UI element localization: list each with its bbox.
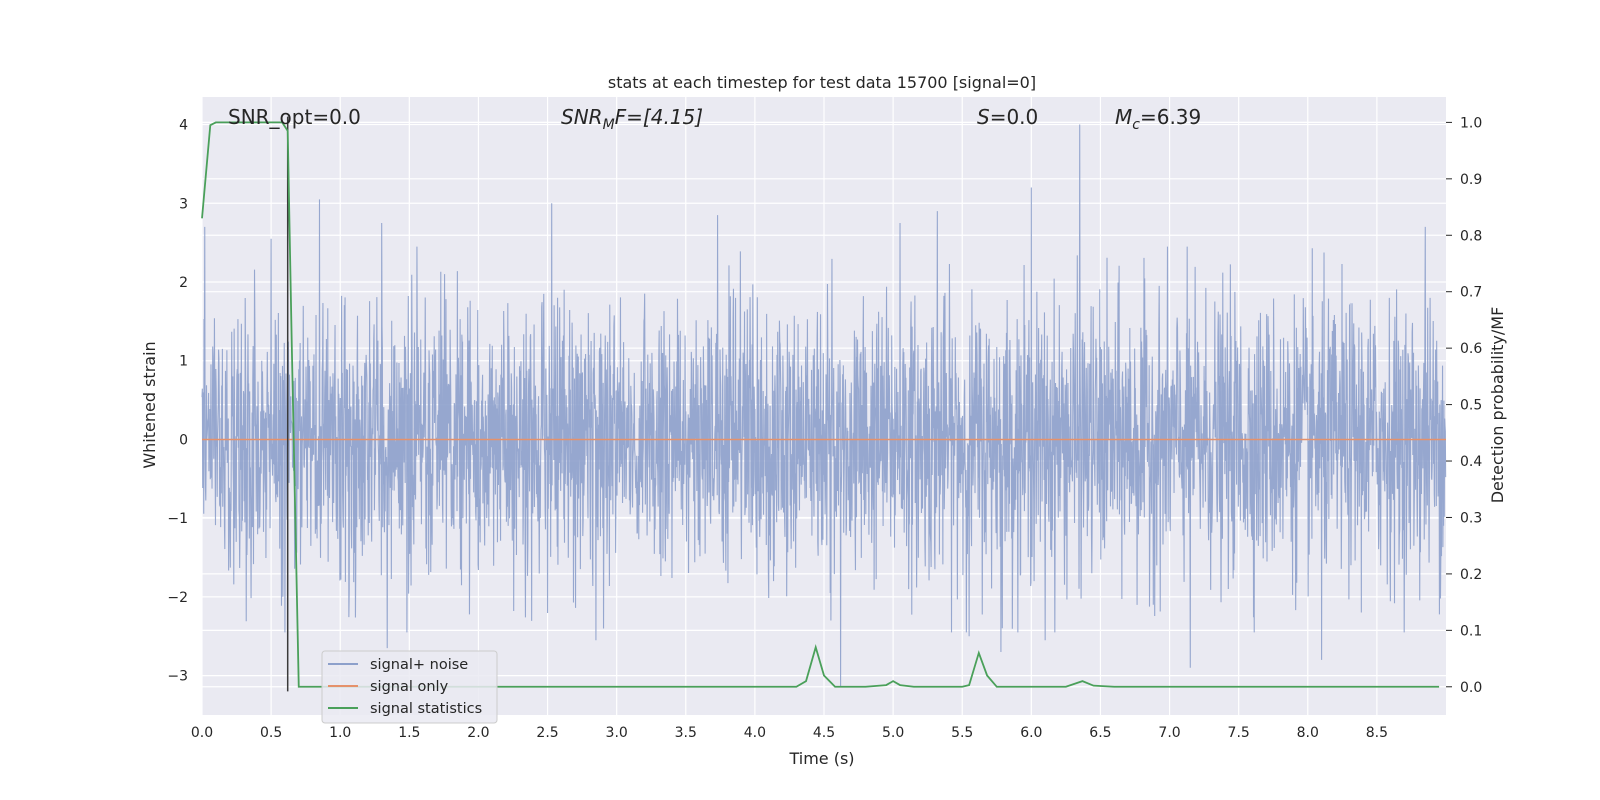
x-tick-label: 1.0 [329, 725, 351, 741]
chart-title: stats at each timestep for test data 157… [608, 73, 1036, 92]
annotation-mc-sub: c [1132, 117, 1140, 133]
legend-label-signal-only: signal only [370, 679, 449, 695]
x-tick-label: 2.5 [536, 725, 558, 741]
annotation-mc: Mc=6.39 [1115, 105, 1201, 133]
x-tick-labels: 0.0 0.5 1.0 1.5 2.0 2.5 3.0 3.5 4.0 4.5 5.0 5.5 6.0 6… [191, 725, 1388, 741]
annotation-mc-tail: =6.39 [1140, 105, 1201, 129]
y-axis-label: Whitened strain [140, 341, 159, 468]
y2-tick-label: 0.4 [1460, 454, 1482, 470]
annotation-s: S=0.0 [977, 105, 1038, 129]
y-tick-label: 3 [179, 196, 188, 212]
annotation-snr-mf-tail: F=[4.15] [615, 105, 703, 129]
y2-axis-label: Detection probability/MF [1488, 307, 1507, 504]
y2-tick-label: 0.8 [1460, 228, 1482, 244]
annotation-snr-mf-sub: M [603, 117, 615, 133]
y2-tick-label: 0.2 [1460, 567, 1482, 583]
x-tick-label: 4.0 [744, 725, 766, 741]
annotation-s-tail: =0.0 [990, 105, 1039, 129]
y2-tick-label: 0.0 [1460, 680, 1482, 696]
y-tick-label: −2 [167, 590, 188, 606]
x-axis-label: Time (s) [788, 749, 854, 768]
y2-tick-label: 0.9 [1460, 172, 1482, 188]
legend-label-signal-statistics: signal statistics [370, 701, 482, 717]
signal-noise-trace [201, 124, 1447, 688]
legend-label-signal-noise: signal+ noise [370, 657, 468, 673]
y2-tick-label: 0.6 [1460, 341, 1482, 357]
x-tick-label: 8.5 [1366, 725, 1388, 741]
y-tick-label: −3 [167, 669, 188, 685]
x-tick-label: 5.0 [882, 725, 904, 741]
y2-tick-labels: 1.0 0.9 0.8 0.7 0.6 0.5 0.4 0.3 0.2 0.1 0.0 [1446, 115, 1482, 696]
x-tick-label: 7.5 [1228, 725, 1250, 741]
y-tick-label: −1 [167, 511, 188, 527]
annotation-snr-mf: SNRMF=[4.15] [561, 105, 703, 133]
x-tick-label: 2.0 [467, 725, 489, 741]
x-tick-label: 3.0 [606, 725, 628, 741]
y-tick-label: 0 [179, 432, 188, 448]
legend: signal+ noise signal only signal statist… [321, 650, 498, 724]
x-tick-label: 5.5 [951, 725, 973, 741]
x-tick-label: 8.0 [1297, 725, 1319, 741]
x-tick-label: 6.5 [1089, 725, 1111, 741]
x-tick-label: 6.0 [1020, 725, 1042, 741]
y-tick-labels: 4 3 2 1 0 −1 −2 −3 [167, 118, 188, 685]
x-tick-label: 7.0 [1158, 725, 1180, 741]
y2-tick-label: 0.1 [1460, 623, 1482, 639]
x-tick-label: 0.5 [260, 725, 282, 741]
x-tick-label: 4.5 [813, 725, 835, 741]
legend-box [321, 650, 498, 724]
x-tick-label: 0.0 [191, 725, 213, 741]
annotation-snr-opt: SNR_opt=0.0 [228, 105, 361, 129]
annotation-mc-main: M [1115, 105, 1132, 129]
x-tick-label: 3.5 [675, 725, 697, 741]
y-tick-label: 4 [179, 118, 188, 134]
x-tick-label: 1.5 [398, 725, 420, 741]
y2-tick-label: 1.0 [1460, 115, 1482, 131]
y2-tick-label: 0.3 [1460, 510, 1482, 526]
annotation-s-main: S [977, 105, 990, 129]
y-tick-label: 1 [179, 354, 188, 370]
y-tick-label: 2 [179, 275, 188, 291]
y2-tick-label: 0.7 [1460, 285, 1482, 301]
y2-tick-label: 0.5 [1460, 398, 1482, 414]
series-signal-noise [201, 124, 1447, 688]
annotation-snr-mf-main: SNR [561, 105, 603, 129]
series-signal-statistics [201, 121, 1440, 688]
